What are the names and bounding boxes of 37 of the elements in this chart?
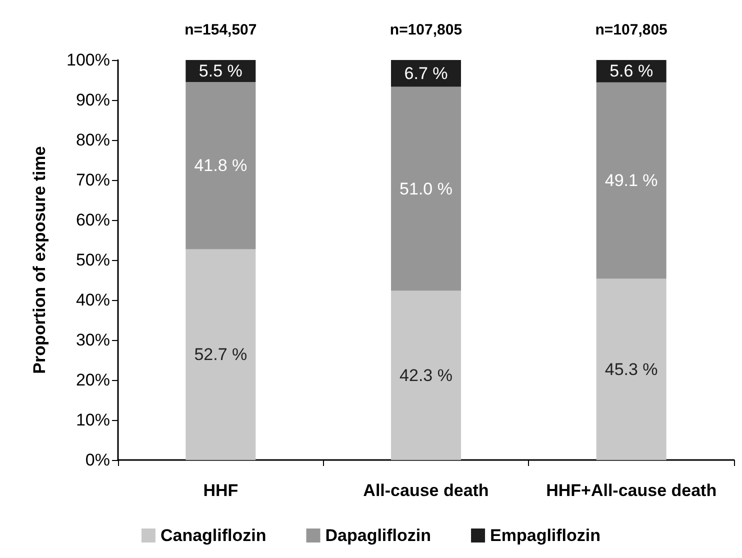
y-tick-label: 100% <box>66 50 110 70</box>
text: n=107,805 <box>595 22 668 38</box>
y-tick-label: 50% <box>76 250 110 270</box>
data-label: 52.7 % <box>194 345 248 364</box>
bar <box>596 278 666 460</box>
text: n=107,805 <box>390 22 462 38</box>
legend-label: Dapagliflozin <box>325 526 432 545</box>
legend-label: Empagliflozin <box>490 526 601 545</box>
bar <box>186 82 256 250</box>
bar <box>596 82 666 279</box>
data-label: 45.3 % <box>604 360 658 379</box>
data-label: 49.1 % <box>604 171 658 190</box>
bar <box>391 290 461 460</box>
data-label: 41.8 % <box>194 156 248 176</box>
y-tick-label: 10% <box>76 410 110 430</box>
x-tick-label: All-cause death <box>363 481 489 500</box>
y-tick-label: 30% <box>76 330 110 350</box>
y-tick-label: 60% <box>76 210 110 230</box>
data-label: 51.0 % <box>400 179 452 198</box>
x-tick-label: HHF+All-cause death <box>546 481 717 500</box>
bar <box>391 60 461 87</box>
y-tick-label: 90% <box>76 90 110 110</box>
text: n=154,507 <box>184 22 257 38</box>
data-label: 5.5 % <box>198 62 242 80</box>
data-label: 6.7 % <box>404 64 448 83</box>
data-label: 42.3 % <box>400 366 452 385</box>
y-tick-label: 40% <box>76 290 110 310</box>
y-tick-label: 0% <box>85 450 110 470</box>
y-axis-title: Proportion of exposure time <box>30 146 49 374</box>
x-tick-label: HHF <box>203 481 238 500</box>
data-label: 5.6 % <box>610 62 654 81</box>
legend-label: Canagliflozin <box>160 526 266 545</box>
bar <box>186 249 256 460</box>
y-tick-label: 80% <box>76 130 110 150</box>
bar <box>391 86 461 291</box>
y-tick-label: 70% <box>76 170 110 190</box>
y-tick-label: 20% <box>76 370 110 390</box>
